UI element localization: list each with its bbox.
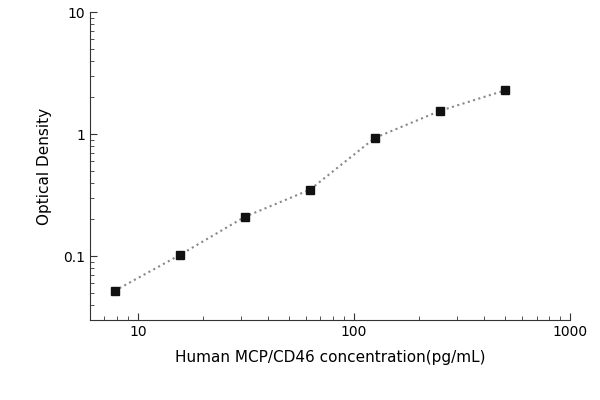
X-axis label: Human MCP/CD46 concentration(pg/mL): Human MCP/CD46 concentration(pg/mL) xyxy=(175,350,485,365)
Y-axis label: Optical Density: Optical Density xyxy=(37,108,52,224)
